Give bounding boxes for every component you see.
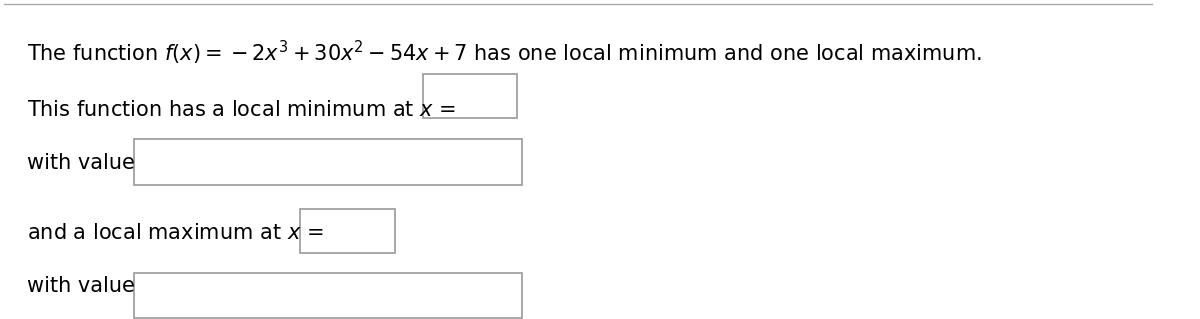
Text: with value: with value: [28, 277, 136, 296]
FancyBboxPatch shape: [300, 209, 395, 253]
FancyBboxPatch shape: [134, 273, 522, 318]
Text: This function has a local minimum at $x$ =: This function has a local minimum at $x$…: [28, 100, 456, 120]
FancyBboxPatch shape: [134, 139, 522, 185]
Text: with value: with value: [28, 153, 136, 173]
FancyBboxPatch shape: [424, 74, 517, 118]
Text: The function $f(x) = -2x^3 + 30x^2 - 54x + 7$ has one local minimum and one loca: The function $f(x) = -2x^3 + 30x^2 - 54x…: [28, 39, 982, 67]
Text: and a local maximum at $x$ =: and a local maximum at $x$ =: [28, 223, 324, 243]
